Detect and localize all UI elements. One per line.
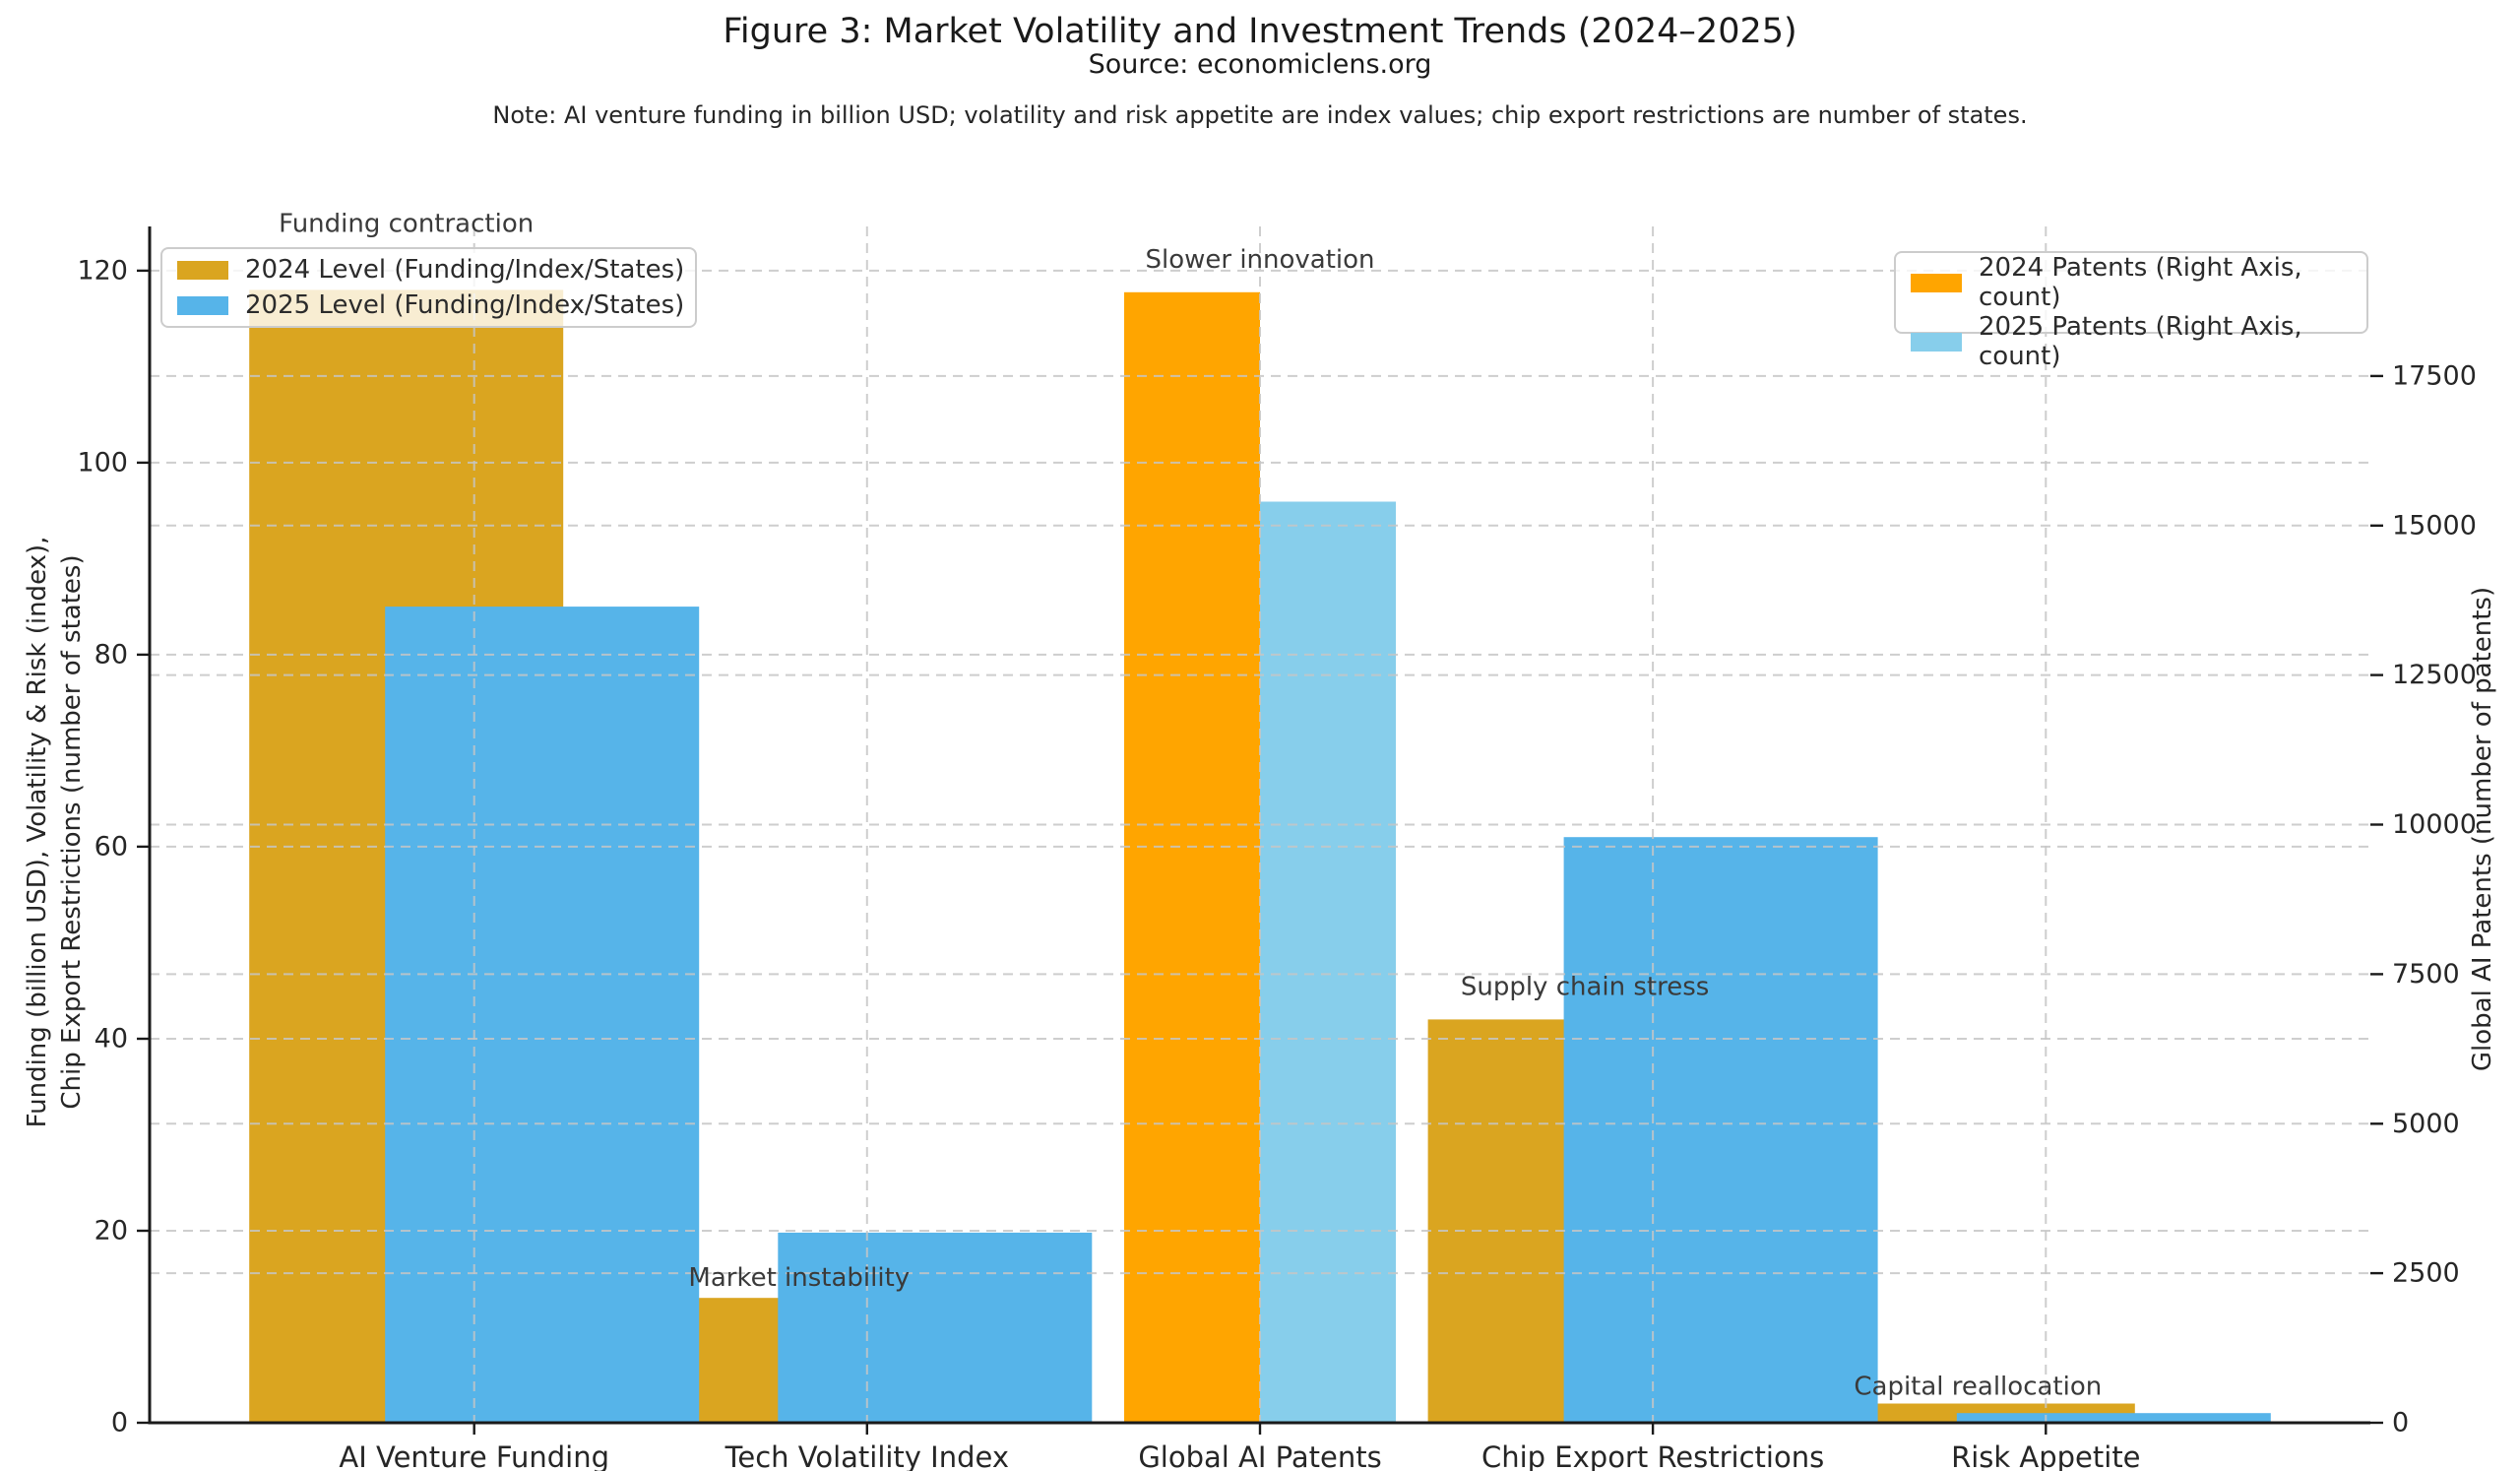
annotation-supply-chain-stress: Supply chain stress xyxy=(1461,972,1709,1001)
legend-item-2025-level: 2025 Level (Funding/Index/States) xyxy=(162,290,695,320)
legend-left: 2024 Level (Funding/Index/States) 2025 L… xyxy=(160,247,697,328)
right-tick-label-0: 0 xyxy=(2392,1408,2409,1439)
legend-item-2024-patents: 2024 Patents (Right Axis, count) xyxy=(1896,253,2366,312)
bar-2024-patents-global-ai-patents xyxy=(1124,291,1260,1423)
x-tick-label-ai-venture-funding: AI Venture Funding xyxy=(339,1440,609,1471)
right-tick-label-2500: 2500 xyxy=(2392,1258,2460,1289)
annotation-market-instability: Market instability xyxy=(688,1263,910,1293)
left-axis-label-line1: Funding (billion USD), Volatility & Risk… xyxy=(23,536,52,1128)
legend-swatch-2024-level xyxy=(177,260,228,280)
x-tick-label-risk-appetite: Risk Appetite xyxy=(1951,1440,2140,1471)
left-tick-label-20: 20 xyxy=(94,1216,128,1247)
chart-title: Figure 3: Market Volatility and Investme… xyxy=(723,12,1797,51)
left-tick-label-0: 0 xyxy=(111,1408,128,1439)
legend-item-2025-patents: 2025 Patents (Right Axis, count) xyxy=(1896,312,2366,371)
bar-2025-patents-global-ai-patents xyxy=(1260,501,1396,1423)
right-tick-label-10000: 10000 xyxy=(2392,809,2477,840)
annotation-funding-contraction: Funding contraction xyxy=(279,209,534,238)
left-tick-label-40: 40 xyxy=(94,1024,128,1055)
legend-item-2024-level: 2024 Level (Funding/Index/States) xyxy=(162,255,695,285)
legend-right: 2024 Patents (Right Axis, count) 2025 Pa… xyxy=(1894,251,2368,371)
x-tick-label-global-ai-patents: Global AI Patents xyxy=(1138,1440,1381,1471)
right-tick-label-15000: 15000 xyxy=(2392,510,2477,541)
legend-swatch-2025-patents xyxy=(1911,332,1962,352)
right-tick-label-12500: 12500 xyxy=(2392,660,2477,690)
chart-note: Note: AI venture funding in billion USD;… xyxy=(492,101,2028,129)
right-tick-label-7500: 7500 xyxy=(2392,959,2460,990)
left-axis-label: Funding (billion USD), Volatility & Risk… xyxy=(21,537,90,1128)
legend-swatch-2024-patents xyxy=(1911,273,1962,292)
bar-2025-level-tech-volatility-index xyxy=(778,1232,1093,1423)
left-tick-label-120: 120 xyxy=(77,255,128,286)
annotation-capital-reallocation: Capital reallocation xyxy=(1854,1373,2102,1402)
left-tick-label-60: 60 xyxy=(94,831,128,862)
right-axis-label: Global AI Patents (number of patents) xyxy=(2468,586,2497,1072)
left-axis-label-line2: Chip Export Restrictions (number of stat… xyxy=(57,554,87,1110)
x-tick-label-chip-export-restrictions: Chip Export Restrictions xyxy=(1481,1440,1824,1471)
chart-subtitle: Source: economiclens.org xyxy=(1088,49,1432,80)
bar-2025-level-ai-venture-funding xyxy=(385,607,700,1423)
annotation-slower-innovation: Slower innovation xyxy=(1145,245,1374,275)
legend-label-2025-patents: 2025 Patents (Right Axis, count) xyxy=(1979,312,2302,371)
legend-label-2024-level: 2024 Level (Funding/Index/States) xyxy=(245,255,685,285)
legend-swatch-2025-level xyxy=(177,295,228,315)
right-tick-label-5000: 5000 xyxy=(2392,1109,2460,1139)
left-tick-label-80: 80 xyxy=(94,639,128,670)
right-tick-label-17500: 17500 xyxy=(2392,360,2477,391)
bar-2025-level-chip-export-restrictions xyxy=(1563,837,1878,1423)
bar-2025-level-risk-appetite xyxy=(1956,1413,2271,1423)
left-tick-label-100: 100 xyxy=(77,447,128,478)
legend-label-2024-patents: 2024 Patents (Right Axis, count) xyxy=(1979,253,2302,312)
x-tick-label-tech-volatility-index: Tech Volatility Index xyxy=(724,1440,1009,1471)
legend-label-2025-level: 2025 Level (Funding/Index/States) xyxy=(245,290,685,320)
